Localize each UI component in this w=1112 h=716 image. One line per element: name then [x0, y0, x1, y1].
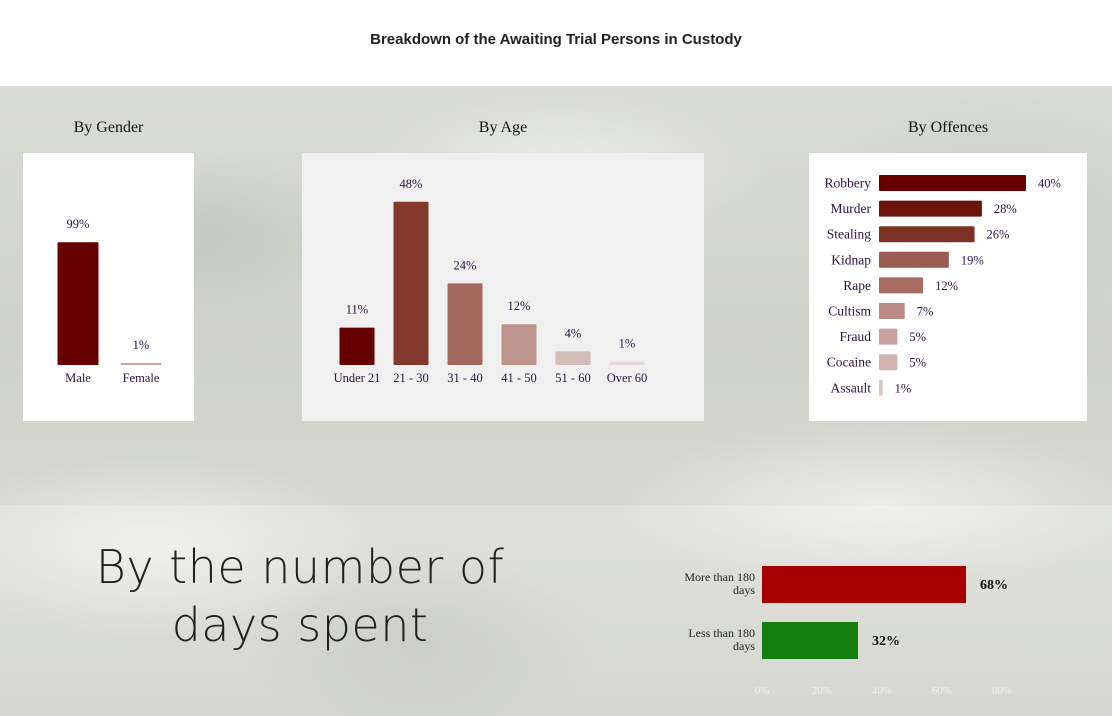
days-category-label-line1: More than 180	[684, 570, 755, 584]
age-category-label: 41 - 50	[501, 371, 536, 385]
offence-bar	[879, 379, 883, 396]
days-category-label-line2: days	[733, 639, 755, 653]
age-value-label: 12%	[508, 299, 531, 313]
offence-value-label: 12%	[935, 279, 958, 293]
age-category-label: 31 - 40	[447, 371, 482, 385]
offences-heading: By Offences	[907, 119, 989, 136]
gender-bar	[57, 242, 99, 365]
days-axis-tick-label: 40%	[872, 685, 892, 697]
offence-bar	[879, 251, 949, 268]
offence-value-label: 1%	[895, 381, 912, 395]
offences-chart: Robbery 40% Murder 28% Stealing 26% Kidnap 19% R…	[825, 175, 1061, 396]
days-bar	[762, 622, 858, 659]
days-value-label: 68%	[980, 578, 1008, 593]
gender-value-label: 99%	[67, 217, 90, 231]
offence-category-label: Murder	[831, 201, 872, 216]
offence-value-label: 26%	[987, 228, 1010, 242]
days-axis-tick-label: 20%	[812, 685, 832, 697]
age-category-label: Under 21	[334, 371, 381, 385]
offence-value-label: 40%	[1038, 177, 1061, 191]
gender-chart: 99% Male 1% Female	[57, 217, 162, 385]
gender-chart-panel: 99% Male 1% Female	[23, 153, 194, 421]
days-category-label-line2: days	[733, 583, 755, 597]
days-category-label-line1: Less than 180	[688, 626, 755, 640]
offence-bar	[879, 303, 905, 319]
age-category-label: 51 - 60	[555, 371, 590, 385]
gender-bar	[120, 363, 162, 365]
gender-category-label: Male	[65, 371, 91, 385]
age-value-label: 24%	[454, 258, 477, 272]
bottom-section-overlay	[0, 505, 1112, 716]
gender-value-label: 1%	[133, 338, 150, 352]
offence-value-label: 5%	[909, 330, 926, 344]
age-value-label: 4%	[565, 326, 582, 340]
days-heading: By the number of days spent	[95, 540, 505, 652]
days-chart-panel: More than 180 days 68% Less than 180 days 32%…	[640, 548, 1080, 708]
days-axis-tick-label: 0%	[755, 685, 770, 697]
offence-category-label: Robbery	[825, 176, 872, 191]
age-bar	[555, 351, 591, 365]
age-bar	[447, 283, 483, 365]
age-bar	[501, 324, 537, 365]
age-value-label: 1%	[619, 337, 636, 351]
days-value-label: 32%	[872, 634, 900, 649]
offences-chart-panel: Robbery 40% Murder 28% Stealing 26% Kidnap 19% R…	[809, 153, 1087, 421]
offence-bar	[879, 354, 898, 371]
offence-value-label: 28%	[994, 202, 1017, 216]
offence-bar	[879, 277, 924, 294]
offence-bar	[879, 226, 975, 243]
offence-category-label: Rape	[843, 278, 871, 293]
age-heading: By Age	[478, 119, 528, 136]
age-value-label: 48%	[400, 177, 423, 191]
offence-bar	[879, 328, 898, 345]
days-axis-tick-label: 60%	[932, 685, 952, 697]
age-bar	[609, 361, 645, 365]
age-bar	[339, 327, 375, 365]
offence-category-label: Fraud	[840, 329, 872, 344]
page-title: Breakdown of the Awaiting Trial Persons …	[370, 31, 742, 48]
gender-category-label: Female	[123, 371, 160, 385]
age-bar	[393, 201, 429, 365]
offence-value-label: 19%	[961, 253, 984, 267]
days-bar	[762, 566, 966, 603]
age-chart-panel: 11% Under 21 48% 21 - 30 24% 31 - 40 12% 41 - 5…	[302, 153, 704, 421]
age-category-label: 21 - 30	[393, 371, 428, 385]
offence-category-label: Cocaine	[827, 355, 871, 370]
age-chart: 11% Under 21 48% 21 - 30 24% 31 - 40 12% 41 - 5…	[334, 177, 648, 385]
offence-category-label: Stealing	[827, 227, 871, 242]
offence-category-label: Cultism	[828, 304, 871, 319]
offence-bar	[879, 200, 982, 217]
age-category-label: Over 60	[607, 371, 648, 385]
age-value-label: 11%	[346, 303, 368, 317]
offence-value-label: 7%	[917, 305, 934, 319]
offence-value-label: 5%	[909, 356, 926, 370]
offence-category-label: Assault	[831, 380, 872, 395]
offence-bar	[879, 175, 1026, 191]
gender-heading: By Gender	[73, 119, 144, 136]
offence-category-label: Kidnap	[831, 252, 871, 267]
days-axis-tick-label: 80%	[992, 685, 1012, 697]
title-band	[0, 0, 1112, 86]
